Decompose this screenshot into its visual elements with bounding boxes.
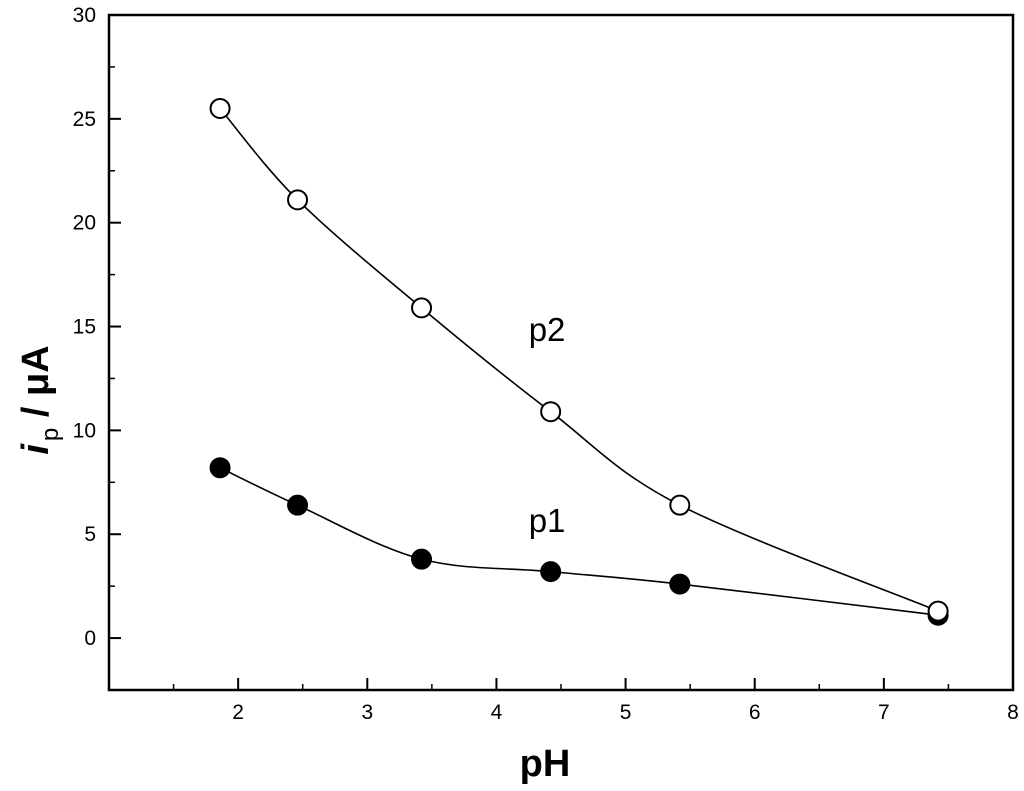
- y-axis-title-unit: / μA: [15, 345, 57, 427]
- y-tick-label: 10: [73, 419, 96, 442]
- plot-frame: [107, 13, 1015, 692]
- data-point-p1: [540, 561, 562, 583]
- data-point-p1: [287, 494, 309, 516]
- minor-ticks: [109, 66, 950, 690]
- y-tick-label: 25: [73, 108, 96, 131]
- y-tick-label: 15: [73, 316, 96, 339]
- y-axis-title-subscript: p: [37, 428, 64, 441]
- data-point-p2: [209, 97, 231, 119]
- series-label-p2: p2: [529, 311, 566, 348]
- y-axis-title-main: i: [15, 443, 57, 455]
- data-point-p1: [411, 548, 433, 570]
- data-point-p2: [411, 297, 433, 319]
- x-tick-labels: 2 3 4 5 6 7 8: [232, 701, 1019, 724]
- y-tick-label: 0: [84, 627, 96, 650]
- data-point-p2: [927, 600, 949, 622]
- series-labels: p2 p1: [529, 311, 566, 539]
- major-ticks: [109, 14, 1014, 690]
- x-tick-label: 4: [491, 701, 503, 724]
- y-tick-label: 5: [84, 523, 96, 546]
- data-point-p1: [669, 573, 691, 595]
- x-tick-label: 3: [361, 701, 373, 724]
- data-point-p2: [287, 189, 309, 211]
- x-tick-label: 5: [620, 701, 632, 724]
- y-tick-label: 20: [73, 212, 96, 235]
- series-markers: [209, 97, 949, 626]
- data-point-p2: [540, 401, 562, 423]
- x-tick-label: 7: [878, 701, 890, 724]
- y-tick-label: 30: [73, 4, 96, 27]
- series-curve-p1: [219, 467, 939, 617]
- data-point-p2: [669, 494, 691, 516]
- series-label-p1: p1: [529, 502, 566, 539]
- series-curve-p2: [219, 107, 939, 612]
- x-axis-title: pH: [520, 743, 571, 785]
- x-tick-label: 8: [1007, 701, 1019, 724]
- y-axis-title: ip / μA: [15, 345, 64, 454]
- data-point-p1: [209, 457, 231, 479]
- series-curves: [219, 107, 939, 617]
- x-tick-label: 6: [749, 701, 761, 724]
- x-tick-label: 2: [232, 701, 244, 724]
- y-tick-labels: 0 5 10 15 20 25 30: [73, 4, 96, 650]
